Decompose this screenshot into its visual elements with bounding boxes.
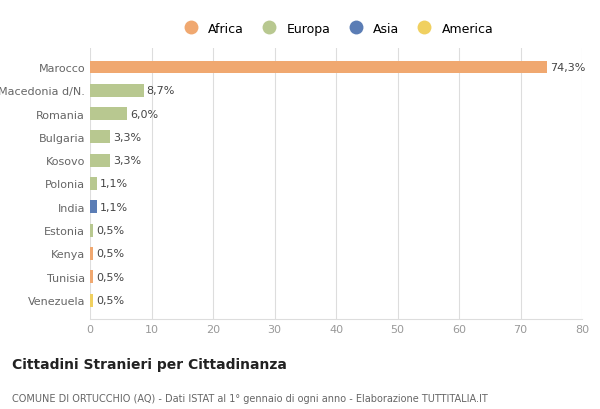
Text: 74,3%: 74,3% — [550, 63, 586, 73]
Legend: Africa, Europa, Asia, America: Africa, Europa, Asia, America — [173, 18, 499, 40]
Text: 1,1%: 1,1% — [100, 202, 128, 212]
Bar — [90, 108, 127, 121]
Bar — [90, 294, 93, 307]
Bar — [90, 178, 97, 191]
Text: 0,5%: 0,5% — [96, 226, 124, 236]
Bar — [90, 154, 110, 167]
Bar — [90, 247, 93, 260]
Text: COMUNE DI ORTUCCHIO (AQ) - Dati ISTAT al 1° gennaio di ogni anno - Elaborazione : COMUNE DI ORTUCCHIO (AQ) - Dati ISTAT al… — [12, 393, 488, 403]
Bar — [90, 85, 143, 97]
Text: 0,5%: 0,5% — [96, 272, 124, 282]
Text: 8,7%: 8,7% — [146, 86, 175, 96]
Text: 1,1%: 1,1% — [100, 179, 128, 189]
Text: 3,3%: 3,3% — [113, 156, 142, 166]
Text: Cittadini Stranieri per Cittadinanza: Cittadini Stranieri per Cittadinanza — [12, 357, 287, 371]
Text: 3,3%: 3,3% — [113, 133, 142, 142]
Bar — [90, 131, 110, 144]
Text: 6,0%: 6,0% — [130, 109, 158, 119]
Text: 0,5%: 0,5% — [96, 249, 124, 259]
Bar — [90, 61, 547, 74]
Bar — [90, 224, 93, 237]
Bar — [90, 271, 93, 283]
Bar — [90, 201, 97, 214]
Text: 0,5%: 0,5% — [96, 295, 124, 306]
